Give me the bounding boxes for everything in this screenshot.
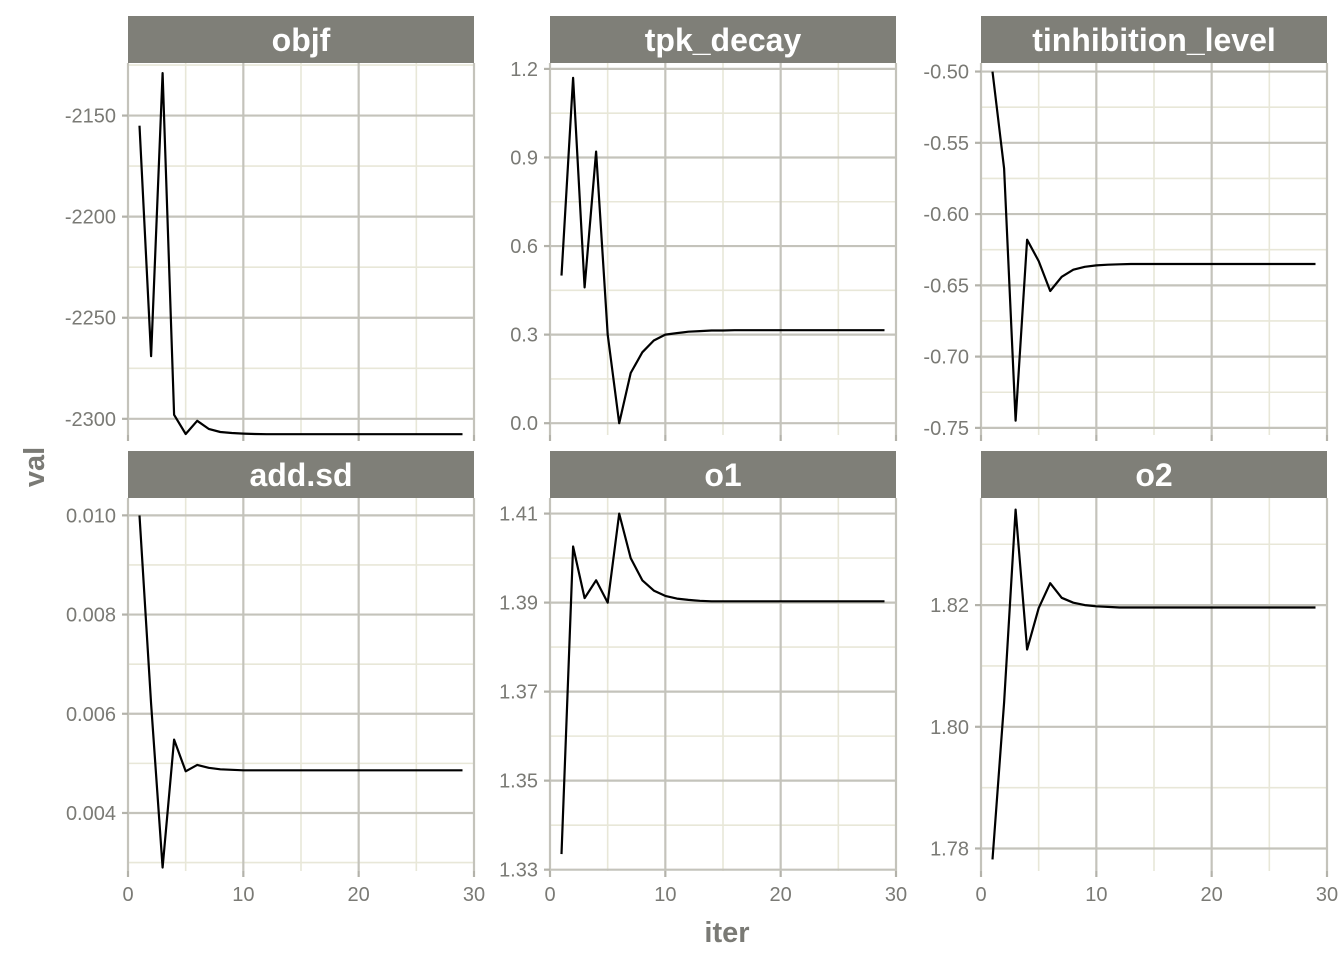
series-line	[560, 512, 885, 855]
facet-strip	[550, 16, 896, 63]
y-tick-label: -2200	[65, 207, 116, 229]
y-tick-label: 0.0	[510, 413, 538, 435]
y-tick-label: 1.2	[510, 59, 538, 81]
panel-objf: objf -2300 -2250 -2200 -2150	[65, 16, 476, 441]
panel-gridlines	[126, 63, 476, 435]
series-line	[991, 508, 1316, 860]
y-tick-label: 0.9	[510, 147, 538, 169]
y-tick-label: 1.39	[499, 593, 538, 615]
y-tick-label: 0.6	[510, 236, 538, 258]
x-tick-label: 10	[654, 884, 676, 906]
y-tick-label: 1.41	[499, 504, 538, 526]
y-tick-label: -0.60	[923, 204, 969, 226]
panel-tinhibition-level: tinhibition_level -0.75 -0.70 -0.65 -0.60 -0.…	[923, 16, 1329, 441]
x-tick-label: 20	[348, 884, 370, 906]
facet-title: add.sd	[249, 457, 352, 493]
y-tick-label: 1.35	[499, 771, 538, 793]
panels-layer: objf -2300 -2250 -2200 -2150 tpk_decay 0.0 0.3 0…	[65, 16, 1338, 906]
y-tick-label: 0.010	[66, 505, 116, 527]
x-tick-label: 10	[1085, 884, 1107, 906]
y-tick-label: -0.70	[923, 347, 969, 369]
y-tick-label: -0.65	[923, 275, 969, 297]
y-axis-title: val	[19, 447, 51, 487]
y-tick-label: -2150	[65, 106, 116, 128]
series-line	[138, 515, 463, 869]
panel-gridlines	[548, 498, 898, 871]
panel-o2: o2 1.78 1.80 1.82 0 10 20 30	[930, 451, 1338, 906]
series-line	[991, 71, 1316, 422]
facet-title: o1	[704, 457, 741, 493]
y-tick-label: -0.50	[923, 62, 969, 84]
facet-strip	[128, 16, 474, 63]
y-tick-label: -2300	[65, 409, 116, 431]
panel-tpk-decay: tpk_decay 0.0 0.3 0.6 0.9 1.2	[510, 16, 898, 441]
facet-title: tinhibition_level	[1032, 22, 1276, 58]
x-tick-label: 0	[975, 884, 986, 906]
y-tick-label: 0.3	[510, 325, 538, 347]
series-line	[138, 71, 463, 436]
facet-strip	[981, 451, 1327, 498]
y-tick-label: 1.82	[930, 595, 969, 617]
y-tick-label: 0.008	[66, 605, 116, 627]
panel-gridlines	[979, 498, 1329, 871]
y-tick-label: 0.004	[66, 803, 116, 825]
facet-title: tpk_decay	[645, 22, 802, 58]
facet-strip	[981, 16, 1327, 63]
y-tick-label: 1.80	[930, 717, 969, 739]
y-tick-label: -0.55	[923, 133, 969, 155]
y-tick-label: -0.75	[923, 418, 969, 440]
panel-gridlines	[126, 498, 476, 871]
facet-strip	[128, 451, 474, 498]
x-tick-label: 0	[544, 884, 555, 906]
facet-strip	[550, 451, 896, 498]
panel-add-sd: add.sd 0.004 0.006 0.008 0.010 0 10 20 30	[66, 451, 485, 906]
x-tick-label: 10	[232, 884, 254, 906]
x-tick-label: 30	[885, 884, 907, 906]
x-tick-label: 30	[463, 884, 485, 906]
y-tick-label: 0.006	[66, 704, 116, 726]
y-tick-label: -2250	[65, 308, 116, 330]
facet-title: objf	[272, 22, 331, 58]
panel-o1: o1 1.33 1.35 1.37 1.39 1.41 0 10 20 30	[499, 451, 907, 906]
panel-gridlines	[979, 63, 1329, 435]
facet-title: o2	[1135, 457, 1172, 493]
x-axis-title: iter	[704, 917, 749, 949]
x-tick-label: 0	[122, 884, 133, 906]
x-tick-label: 30	[1316, 884, 1338, 906]
y-tick-label: 1.78	[930, 838, 969, 860]
x-tick-label: 20	[1201, 884, 1223, 906]
series-line	[560, 76, 885, 425]
y-tick-label: 1.33	[499, 860, 538, 882]
y-tick-label: 1.37	[499, 682, 538, 704]
panel-gridlines	[548, 63, 898, 435]
x-tick-label: 20	[770, 884, 792, 906]
